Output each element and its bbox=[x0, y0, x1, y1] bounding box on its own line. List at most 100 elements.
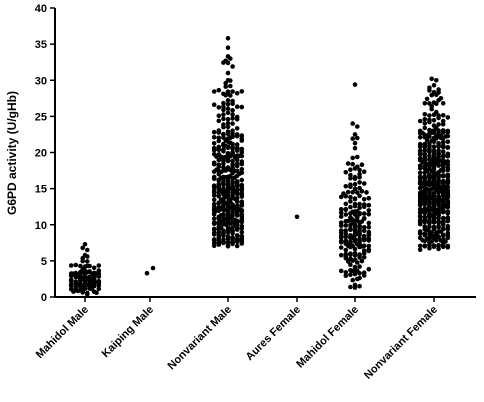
data-point bbox=[348, 184, 353, 189]
data-point bbox=[427, 242, 432, 248]
data-point bbox=[361, 254, 367, 260]
data-point bbox=[352, 181, 358, 187]
data-point bbox=[218, 213, 224, 218]
data-point bbox=[417, 210, 423, 215]
data-point bbox=[440, 216, 446, 221]
data-point bbox=[357, 175, 362, 180]
y-tick-label: 10 bbox=[35, 220, 47, 232]
y-axis-ticks: 0 5 10 15 20 25 30 35 40 bbox=[35, 3, 55, 304]
data-point bbox=[221, 143, 226, 148]
data-point bbox=[417, 166, 423, 171]
data-point bbox=[234, 126, 240, 131]
data-point bbox=[221, 60, 226, 65]
data-point bbox=[348, 272, 353, 278]
data-point bbox=[82, 286, 88, 292]
data-point bbox=[348, 172, 353, 178]
data-point bbox=[211, 148, 217, 153]
data-point bbox=[225, 60, 231, 66]
data-point bbox=[359, 162, 365, 167]
data-point bbox=[445, 144, 451, 150]
data-point bbox=[230, 241, 235, 247]
data-point bbox=[239, 170, 245, 176]
data-point bbox=[94, 290, 99, 296]
data-point bbox=[424, 181, 430, 187]
data-point bbox=[225, 189, 231, 194]
data-point bbox=[359, 188, 365, 194]
data-point bbox=[424, 168, 430, 174]
data-point bbox=[440, 181, 446, 186]
data-point bbox=[343, 212, 349, 217]
data-point bbox=[361, 204, 367, 209]
data-point bbox=[150, 265, 156, 271]
data-point bbox=[434, 230, 439, 235]
data-point bbox=[427, 190, 432, 195]
data-point bbox=[228, 221, 233, 226]
data-point bbox=[366, 243, 372, 249]
data-point bbox=[445, 115, 451, 120]
data-point bbox=[223, 80, 228, 86]
data-point bbox=[338, 223, 344, 228]
data-point bbox=[85, 247, 90, 253]
data-point bbox=[211, 212, 217, 217]
data-point bbox=[417, 247, 423, 252]
data-point bbox=[216, 200, 222, 206]
data-point bbox=[429, 186, 435, 192]
data-point bbox=[352, 285, 358, 290]
data-point bbox=[96, 286, 102, 292]
data-point bbox=[355, 231, 360, 237]
data-point bbox=[438, 158, 444, 163]
data-point bbox=[239, 138, 245, 143]
data-point bbox=[440, 208, 446, 214]
x-category-label: Mahidol Male bbox=[34, 304, 91, 361]
data-point bbox=[417, 214, 423, 220]
data-point bbox=[445, 185, 451, 190]
data-point bbox=[225, 124, 231, 130]
data-point bbox=[239, 191, 245, 196]
data-point bbox=[445, 130, 451, 135]
data-point bbox=[91, 273, 97, 279]
data-point bbox=[348, 199, 353, 204]
data-point bbox=[443, 196, 448, 201]
data-point bbox=[239, 177, 245, 183]
data-point bbox=[427, 157, 432, 162]
data-point bbox=[348, 252, 353, 257]
data-point bbox=[427, 245, 432, 251]
data-point bbox=[216, 241, 222, 246]
data-point bbox=[361, 169, 367, 174]
data-point bbox=[239, 104, 245, 110]
data-point bbox=[429, 106, 435, 112]
data-point bbox=[239, 150, 245, 155]
x-category-label: Nonvariant Male bbox=[166, 304, 235, 373]
data-point bbox=[225, 106, 231, 111]
data-point bbox=[440, 113, 446, 118]
data-point bbox=[445, 210, 451, 215]
data-point bbox=[223, 84, 228, 89]
data-point bbox=[230, 231, 235, 236]
data-point bbox=[230, 208, 235, 214]
y-tick-label: 30 bbox=[35, 75, 47, 87]
data-point bbox=[366, 248, 372, 254]
data-point bbox=[216, 193, 222, 198]
data-point bbox=[427, 134, 432, 139]
data-point bbox=[239, 167, 245, 172]
data-point bbox=[78, 278, 83, 283]
data-point bbox=[359, 219, 365, 224]
data-point bbox=[427, 221, 432, 226]
data-point bbox=[225, 230, 231, 235]
data-point bbox=[239, 229, 245, 235]
data-point bbox=[225, 70, 231, 76]
data-point bbox=[216, 157, 222, 163]
data-point bbox=[214, 154, 219, 159]
data-point bbox=[417, 144, 423, 150]
data-point bbox=[445, 167, 451, 173]
data-point bbox=[440, 244, 446, 250]
data-point bbox=[417, 203, 423, 208]
data-point bbox=[361, 211, 367, 216]
data-point bbox=[343, 228, 349, 233]
data-point bbox=[424, 227, 430, 233]
data-point bbox=[420, 160, 425, 165]
data-point bbox=[211, 176, 217, 182]
data-point bbox=[225, 181, 231, 187]
data-point bbox=[225, 45, 231, 50]
data-point bbox=[225, 110, 231, 116]
